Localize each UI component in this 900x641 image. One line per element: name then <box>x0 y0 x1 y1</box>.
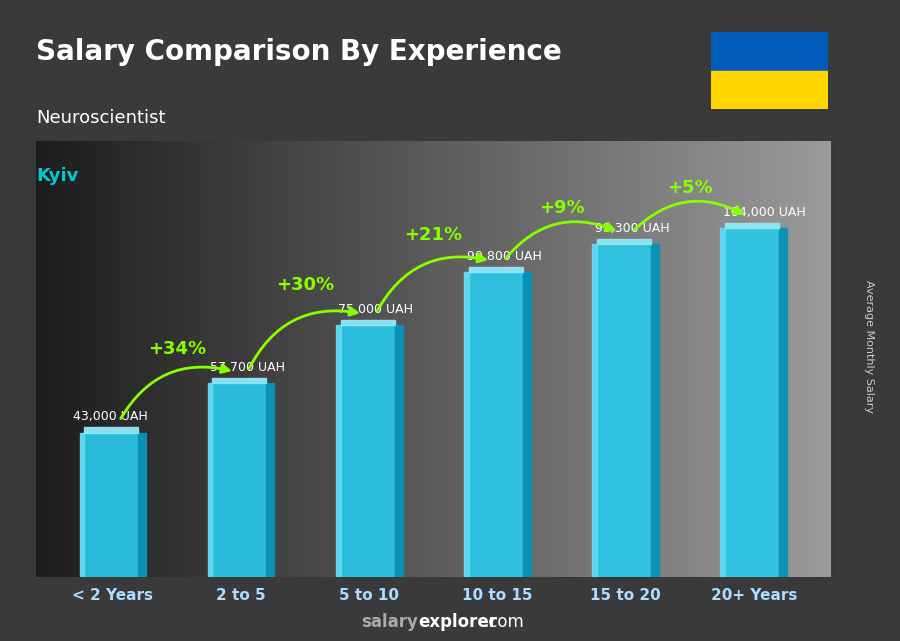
Bar <box>592 244 659 577</box>
Bar <box>394 326 402 577</box>
Text: 90,800 UAH: 90,800 UAH <box>466 250 542 263</box>
Bar <box>711 32 828 71</box>
Bar <box>720 228 725 577</box>
Text: Neuroscientist: Neuroscientist <box>36 109 166 127</box>
Bar <box>208 383 212 577</box>
Bar <box>208 383 274 577</box>
Text: explorer: explorer <box>418 613 498 631</box>
Bar <box>651 244 659 577</box>
Bar <box>469 267 523 272</box>
Text: 99,300 UAH: 99,300 UAH <box>595 222 670 235</box>
Bar <box>336 326 340 577</box>
Bar <box>720 228 787 577</box>
Text: +30%: +30% <box>276 276 334 294</box>
Text: +34%: +34% <box>148 340 206 358</box>
Bar <box>725 223 779 228</box>
Bar <box>597 238 651 244</box>
Text: 104,000 UAH: 104,000 UAH <box>723 206 806 219</box>
Bar <box>139 433 146 577</box>
Bar <box>79 433 85 577</box>
Text: 43,000 UAH: 43,000 UAH <box>73 410 148 423</box>
Bar <box>336 326 402 577</box>
Text: 75,000 UAH: 75,000 UAH <box>338 303 413 316</box>
Text: .com: .com <box>483 613 524 631</box>
Text: 57,700 UAH: 57,700 UAH <box>211 361 285 374</box>
Text: +9%: +9% <box>538 199 584 217</box>
Bar <box>523 272 531 577</box>
Bar <box>266 383 274 577</box>
Bar <box>79 433 146 577</box>
Text: Average Monthly Salary: Average Monthly Salary <box>863 279 874 413</box>
Bar <box>85 428 139 433</box>
Bar <box>711 71 828 109</box>
Bar <box>464 272 469 577</box>
Bar <box>592 244 597 577</box>
Bar <box>464 272 531 577</box>
Text: salary: salary <box>362 613 418 631</box>
Bar <box>779 228 787 577</box>
Bar <box>340 320 394 326</box>
Text: Salary Comparison By Experience: Salary Comparison By Experience <box>36 38 562 67</box>
Bar <box>212 378 266 383</box>
Text: Kyiv: Kyiv <box>36 167 78 185</box>
Text: +5%: +5% <box>667 179 713 197</box>
Text: +21%: +21% <box>404 226 463 244</box>
